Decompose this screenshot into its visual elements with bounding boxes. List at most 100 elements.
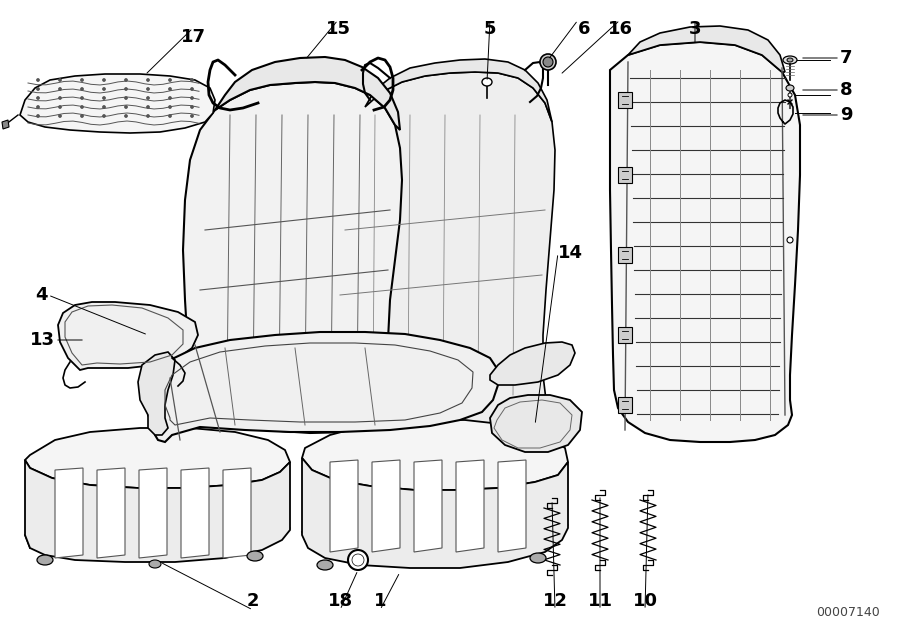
Polygon shape	[618, 167, 632, 183]
Polygon shape	[25, 460, 290, 562]
Polygon shape	[628, 26, 785, 72]
Polygon shape	[302, 420, 568, 490]
Ellipse shape	[103, 115, 105, 117]
Ellipse shape	[37, 555, 53, 565]
Ellipse shape	[191, 87, 193, 90]
Ellipse shape	[147, 78, 149, 82]
Ellipse shape	[147, 106, 149, 108]
Polygon shape	[490, 342, 575, 385]
Polygon shape	[456, 460, 484, 552]
Ellipse shape	[147, 96, 149, 99]
Polygon shape	[223, 468, 251, 558]
Polygon shape	[372, 460, 400, 552]
Ellipse shape	[168, 106, 172, 108]
Ellipse shape	[787, 58, 793, 62]
Ellipse shape	[352, 554, 364, 566]
Ellipse shape	[37, 115, 40, 117]
Text: 2: 2	[247, 592, 259, 610]
Ellipse shape	[168, 115, 172, 117]
Ellipse shape	[147, 87, 149, 90]
Ellipse shape	[317, 560, 333, 570]
Ellipse shape	[80, 78, 84, 82]
Polygon shape	[302, 458, 568, 568]
Polygon shape	[618, 92, 632, 108]
Ellipse shape	[58, 106, 61, 108]
Ellipse shape	[786, 85, 794, 91]
Ellipse shape	[124, 78, 128, 82]
Ellipse shape	[37, 96, 40, 99]
Ellipse shape	[124, 87, 128, 90]
Ellipse shape	[103, 87, 105, 90]
Text: 6: 6	[578, 20, 590, 38]
Text: 5: 5	[484, 20, 496, 38]
Polygon shape	[490, 395, 582, 452]
Text: 8: 8	[840, 81, 852, 99]
Ellipse shape	[783, 56, 797, 64]
Text: 15: 15	[326, 20, 350, 38]
Text: 3: 3	[688, 20, 701, 38]
Ellipse shape	[168, 78, 172, 82]
Polygon shape	[25, 428, 290, 488]
Text: 00007140: 00007140	[816, 606, 880, 619]
Polygon shape	[365, 59, 552, 122]
Ellipse shape	[37, 78, 40, 82]
Ellipse shape	[540, 54, 556, 70]
Ellipse shape	[37, 87, 40, 90]
Ellipse shape	[80, 87, 84, 90]
Text: 16: 16	[608, 20, 633, 38]
Ellipse shape	[124, 115, 128, 117]
Polygon shape	[2, 120, 9, 129]
Polygon shape	[414, 460, 442, 552]
Polygon shape	[215, 57, 400, 130]
Ellipse shape	[191, 96, 193, 99]
Ellipse shape	[80, 106, 84, 108]
Text: 1: 1	[374, 592, 386, 610]
Text: 17: 17	[181, 28, 205, 46]
Ellipse shape	[103, 106, 105, 108]
Polygon shape	[610, 42, 800, 442]
Text: 7: 7	[840, 49, 852, 67]
Ellipse shape	[191, 115, 193, 117]
Ellipse shape	[80, 96, 84, 99]
Polygon shape	[498, 460, 526, 552]
Ellipse shape	[80, 115, 84, 117]
Ellipse shape	[168, 87, 172, 90]
Polygon shape	[181, 468, 209, 558]
Polygon shape	[55, 468, 83, 558]
Ellipse shape	[530, 553, 546, 563]
Ellipse shape	[58, 96, 61, 99]
Ellipse shape	[543, 57, 553, 67]
Ellipse shape	[247, 551, 263, 561]
Text: 10: 10	[633, 592, 658, 610]
Ellipse shape	[124, 106, 128, 108]
Ellipse shape	[191, 106, 193, 108]
Ellipse shape	[482, 78, 492, 86]
Polygon shape	[330, 460, 358, 552]
Ellipse shape	[103, 78, 105, 82]
Text: 12: 12	[543, 592, 568, 610]
Ellipse shape	[787, 237, 793, 243]
Text: 11: 11	[588, 592, 613, 610]
Ellipse shape	[58, 87, 61, 90]
Polygon shape	[20, 74, 215, 133]
Ellipse shape	[191, 78, 193, 82]
Ellipse shape	[58, 78, 61, 82]
Text: 9: 9	[840, 106, 852, 124]
Polygon shape	[183, 82, 402, 433]
Polygon shape	[618, 327, 632, 343]
Ellipse shape	[788, 93, 792, 97]
Polygon shape	[333, 72, 555, 438]
Text: 4: 4	[35, 286, 48, 304]
Ellipse shape	[37, 106, 40, 108]
Polygon shape	[97, 468, 125, 558]
Polygon shape	[139, 468, 167, 558]
Text: 14: 14	[558, 244, 583, 262]
Text: 13: 13	[30, 331, 55, 349]
Ellipse shape	[149, 560, 161, 568]
Text: 18: 18	[328, 592, 353, 610]
Ellipse shape	[147, 115, 149, 117]
Ellipse shape	[58, 115, 61, 117]
Polygon shape	[148, 332, 498, 442]
Ellipse shape	[103, 96, 105, 99]
Polygon shape	[618, 247, 632, 263]
